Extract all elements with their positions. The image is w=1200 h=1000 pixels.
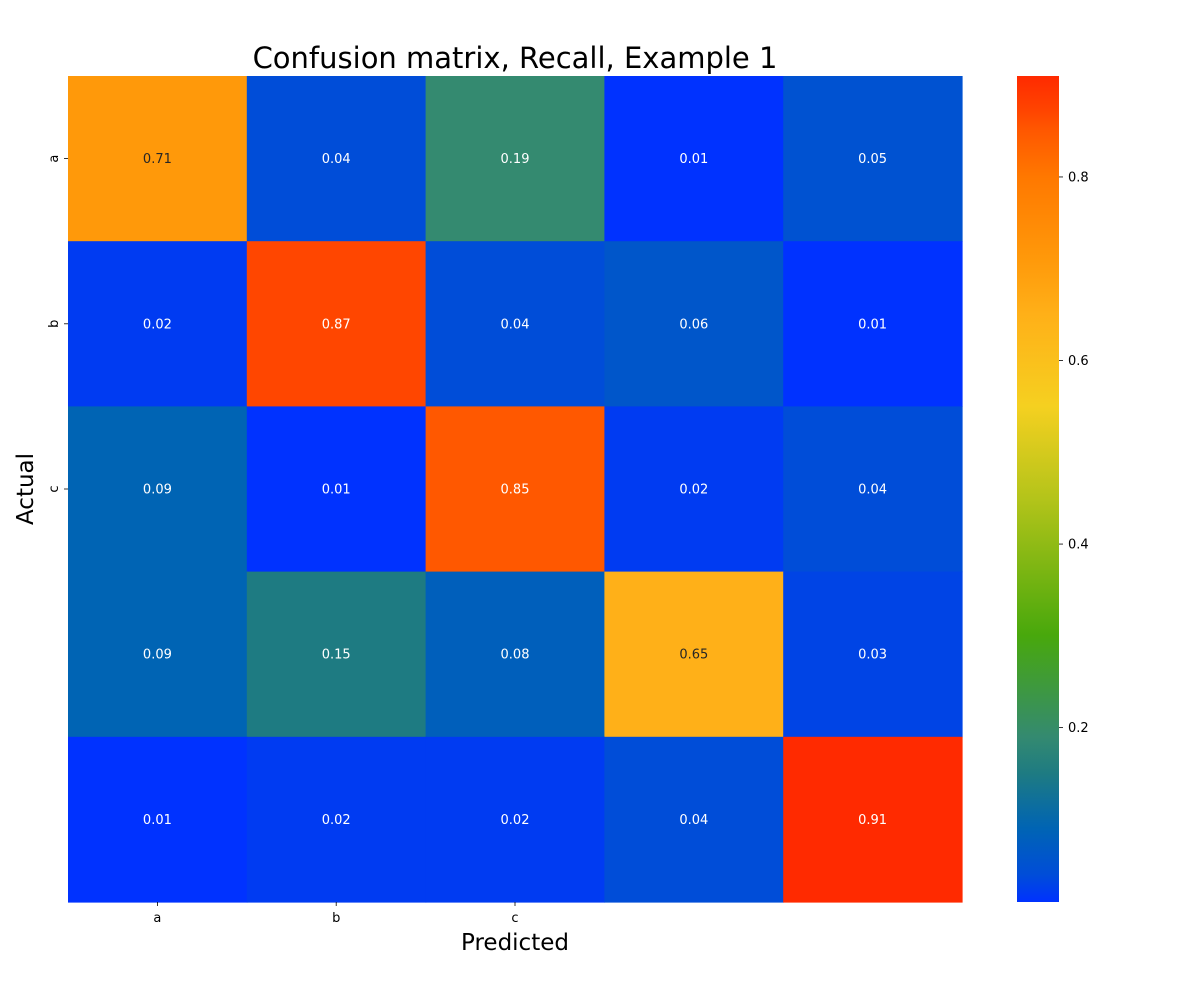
cell-annotation-r3-c4: 0.03 bbox=[858, 648, 887, 663]
colorbar-gradient bbox=[1017, 76, 1059, 902]
cell-annotation-r1-c3: 0.06 bbox=[679, 317, 708, 332]
cell-annotation-r2-c4: 0.04 bbox=[858, 483, 887, 498]
heatmap-cell-r1-c0 bbox=[68, 241, 248, 407]
colorbar-tick-label-3: 0.8 bbox=[1068, 170, 1089, 185]
cell-annotation-r1-c1: 0.87 bbox=[322, 317, 351, 332]
cell-annotation-r1-c0: 0.02 bbox=[143, 317, 172, 332]
cell-annotation-r2-c2: 0.85 bbox=[501, 483, 530, 498]
cell-annotation-r0-c4: 0.05 bbox=[858, 152, 887, 167]
cell-annotations: 0.71 0.04 0.19 0.01 0.05 0.02 0.87 0.04 0.06 0.01… bbox=[143, 152, 887, 828]
y-axis-ticks: a b c bbox=[47, 155, 68, 493]
cell-annotation-r4-c3: 0.04 bbox=[679, 813, 708, 828]
cell-annotation-r4-c0: 0.01 bbox=[143, 813, 172, 828]
heatmap-cell-r4-c3 bbox=[604, 736, 784, 903]
y-tick-label-1: b bbox=[47, 320, 62, 328]
heatmap-cell-r0-c0 bbox=[68, 76, 248, 242]
heatmap-cell-r0-c3 bbox=[604, 76, 784, 242]
heatmap-cell-r2-c0 bbox=[68, 406, 248, 573]
heatmap-cell-r0-c2 bbox=[425, 76, 605, 242]
cell-annotation-r4-c1: 0.02 bbox=[322, 813, 351, 828]
heatmap-cell-r4-c1 bbox=[246, 736, 427, 903]
x-tick-label-1: b bbox=[332, 911, 340, 926]
cell-annotation-r4-c2: 0.02 bbox=[501, 813, 530, 828]
y-tick-label-2: c bbox=[47, 485, 62, 492]
heatmap-cell-r2-c1 bbox=[246, 406, 427, 573]
colorbar-tick-label-0: 0.2 bbox=[1068, 721, 1089, 736]
cell-annotation-r0-c2: 0.19 bbox=[501, 152, 530, 167]
chart-title: Confusion matrix, Recall, Example 1 bbox=[253, 41, 778, 75]
cell-annotation-r3-c3: 0.65 bbox=[679, 648, 708, 663]
heatmap-cell-r3-c3 bbox=[604, 571, 784, 738]
cell-annotation-r3-c2: 0.08 bbox=[501, 648, 530, 663]
heatmap-cell-r4-c4 bbox=[783, 736, 963, 903]
cell-annotation-r0-c0: 0.71 bbox=[143, 152, 172, 167]
heatmap-cell-r3-c1 bbox=[246, 571, 427, 738]
heatmap-cell-r2-c3 bbox=[604, 406, 784, 573]
heatmap-cell-r3-c2 bbox=[425, 571, 605, 738]
x-tick-label-2: c bbox=[511, 911, 518, 926]
cell-annotation-r1-c4: 0.01 bbox=[858, 317, 887, 332]
colorbar-tick-label-1: 0.4 bbox=[1068, 538, 1089, 553]
x-tick-label-0: a bbox=[153, 911, 161, 926]
heatmap-cell-r0-c1 bbox=[246, 76, 427, 242]
heatmap-cell-r4-c2 bbox=[425, 736, 605, 903]
cell-annotation-r2-c0: 0.09 bbox=[143, 483, 172, 498]
cell-annotation-r2-c1: 0.01 bbox=[322, 483, 351, 498]
cell-annotation-r3-c0: 0.09 bbox=[143, 648, 172, 663]
cell-annotation-r0-c1: 0.04 bbox=[322, 152, 351, 167]
heatmap-cell-r3-c0 bbox=[68, 571, 248, 738]
heatmap-cell-r4-c0 bbox=[68, 736, 248, 903]
y-tick-label-0: a bbox=[47, 155, 62, 163]
heatmap-cell-r1-c2 bbox=[425, 241, 605, 407]
colorbar-tick-label-2: 0.6 bbox=[1068, 354, 1089, 369]
heatmap-cell-r2-c2 bbox=[425, 406, 605, 573]
cell-annotation-r0-c3: 0.01 bbox=[679, 152, 708, 167]
heatmap-cell-r1-c4 bbox=[783, 241, 963, 407]
x-axis-label: Predicted bbox=[461, 930, 569, 956]
cell-annotation-r4-c4: 0.91 bbox=[858, 813, 887, 828]
heatmap-cell-r3-c4 bbox=[783, 571, 963, 738]
colorbar-ticks: 0.2 0.4 0.6 0.8 bbox=[1059, 170, 1089, 736]
y-axis-label: Actual bbox=[13, 453, 39, 525]
heatmap-grid bbox=[68, 76, 963, 903]
colorbar: 0.2 0.4 0.6 0.8 bbox=[1017, 76, 1089, 902]
heatmap-cell-r2-c4 bbox=[783, 406, 963, 573]
cell-annotation-r2-c3: 0.02 bbox=[679, 483, 708, 498]
heatmap-cell-r0-c4 bbox=[783, 76, 963, 242]
cell-annotation-r1-c2: 0.04 bbox=[501, 317, 530, 332]
heatmap-cell-r1-c1 bbox=[246, 241, 427, 407]
cell-annotation-r3-c1: 0.15 bbox=[322, 648, 351, 663]
heatmap-cell-r1-c3 bbox=[604, 241, 784, 407]
x-axis-ticks: a b c bbox=[153, 902, 519, 926]
